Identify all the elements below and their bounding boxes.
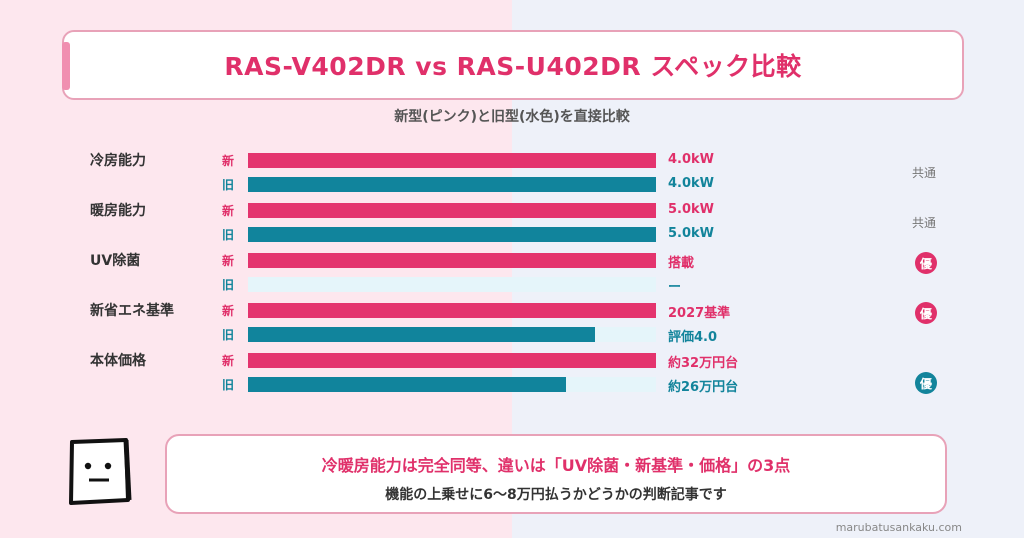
old-tag: 旧 (222, 278, 235, 292)
summary-sub-text: 機能の上乗せに6〜8万円払うかどうかの判断記事です (385, 487, 727, 503)
new-bar-track (248, 353, 656, 368)
new-tag: 新 (222, 204, 235, 218)
new-tag: 新 (222, 304, 235, 318)
new-bar (248, 303, 656, 318)
category-label: 本体価格 (90, 353, 146, 369)
chart-subtitle: 新型(ピンク)と旧型(水色)を直接比較 (394, 109, 630, 125)
old-bar-track (248, 327, 656, 342)
old-bar-track (248, 177, 656, 192)
new-bar (248, 253, 656, 268)
old-value-label: ー (668, 280, 682, 295)
title-accent-bar (62, 42, 70, 90)
old-value-label: 評価4.0 (668, 330, 718, 345)
new-bar-track (248, 253, 656, 268)
verdict-badge-new: 優 (915, 252, 937, 274)
old-bar-track (248, 227, 656, 242)
new-bar (248, 153, 656, 168)
verdict-badge-new: 優 (915, 302, 937, 324)
new-value-label: 2027基準 (668, 306, 731, 321)
new-value-label: 4.0kW (668, 152, 715, 167)
site-credit: marubatusankaku.com (835, 521, 962, 534)
new-tag: 新 (222, 154, 235, 168)
old-bar-track (248, 377, 656, 392)
summary-note: 冷暖房能力は完全同等、違いは「UV除菌・新基準・価格」の3点 機能の上乗せに6〜… (165, 434, 947, 514)
category-label: 冷房能力 (90, 153, 146, 169)
new-bar-track (248, 203, 656, 218)
old-tag: 旧 (222, 328, 235, 342)
old-tag: 旧 (222, 378, 235, 392)
old-bar (248, 177, 656, 192)
new-value-label: 搭載 (668, 256, 695, 271)
old-tag: 旧 (222, 228, 235, 242)
new-value-label: 約32万円台 (668, 356, 739, 371)
new-tag: 新 (222, 254, 235, 268)
new-bar (248, 203, 656, 218)
new-bar-track (248, 303, 656, 318)
mascot-icon (69, 438, 132, 505)
summary-main-text: 冷暖房能力は完全同等、違いは「UV除菌・新基準・価格」の3点 (321, 456, 791, 475)
old-bar (248, 377, 567, 392)
new-bar (248, 353, 656, 368)
category-label: UV除菌 (90, 253, 141, 269)
old-value-label: 約26万円台 (668, 380, 739, 395)
new-tag: 新 (222, 354, 235, 368)
old-bar (248, 327, 595, 342)
old-bar (248, 227, 656, 242)
old-tag: 旧 (222, 178, 235, 192)
verdict-common-label: 共通 (912, 216, 937, 230)
title-box: RAS-V402DR vs RAS-U402DR スペック比較 (62, 30, 964, 100)
new-bar-track (248, 153, 656, 168)
category-label: 新省エネ基準 (90, 303, 174, 319)
old-value-label: 5.0kW (668, 226, 715, 241)
category-label: 暖房能力 (90, 203, 146, 219)
new-value-label: 5.0kW (668, 202, 715, 217)
verdict-common-label: 共通 (912, 166, 937, 180)
verdict-badge-old: 優 (915, 372, 937, 394)
page-title: RAS-V402DR vs RAS-U402DR スペック比較 (224, 52, 802, 81)
old-value-label: 4.0kW (668, 176, 715, 191)
old-bar-track (248, 277, 656, 292)
